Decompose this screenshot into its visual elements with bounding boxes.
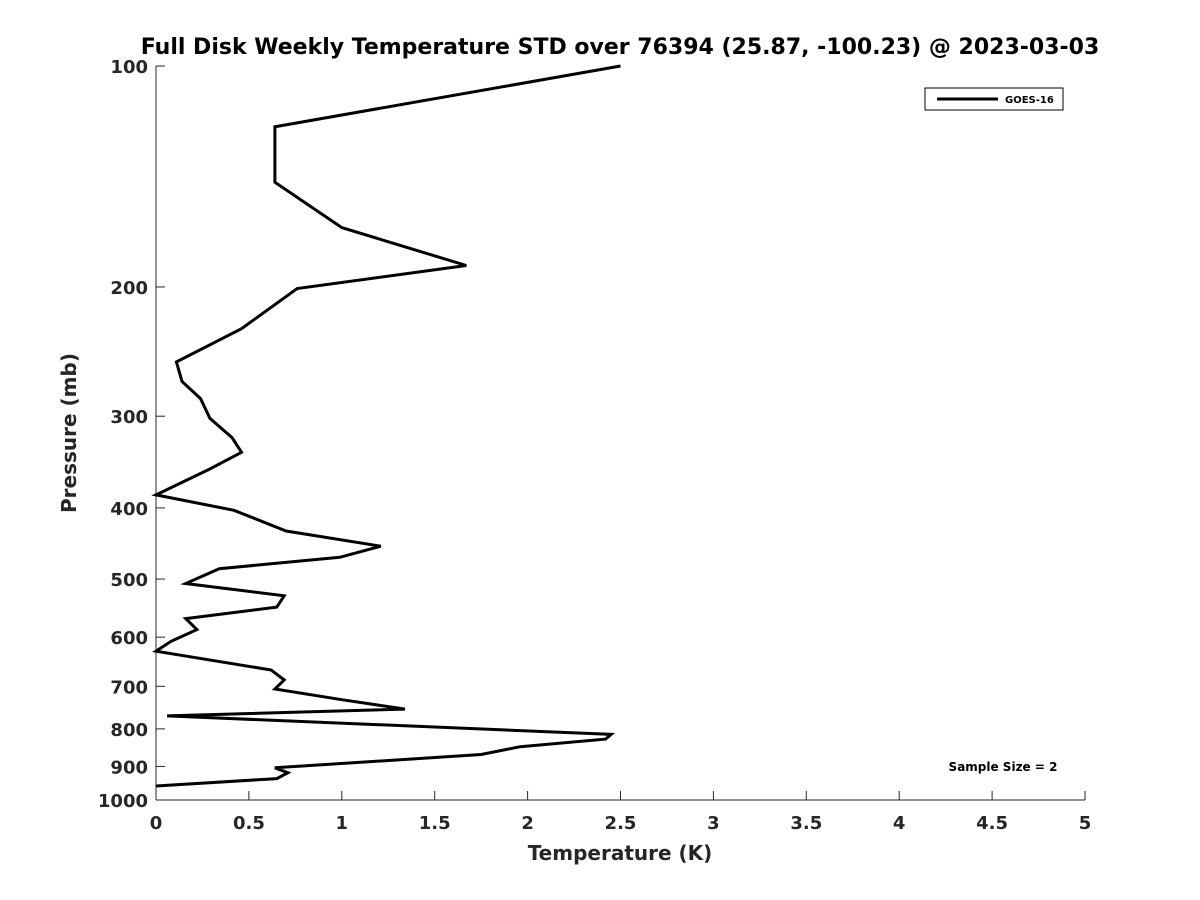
x-tick-label: 0.5 — [233, 813, 265, 834]
axes — [155, 66, 1085, 801]
y-tick-label: 800 — [110, 720, 148, 741]
y-tick-label: 1000 — [98, 791, 148, 812]
x-tick-label: 4.5 — [976, 813, 1008, 834]
y-axis-ticks: 100 200 300 400 500 600 700 800 900 1000 — [98, 57, 165, 812]
legend-entry-label: GOES-16 — [1005, 95, 1054, 106]
x-tick-label: 1 — [336, 813, 349, 834]
y-tick-label: 600 — [110, 628, 148, 649]
y-tick-label: 400 — [110, 499, 148, 520]
x-tick-label: 3.5 — [790, 813, 822, 834]
y-axis-label: Pressure (mb) — [57, 353, 81, 513]
x-axis-label: Temperature (K) — [528, 841, 713, 865]
x-tick-label: 4 — [893, 813, 906, 834]
y-tick-label: 100 — [110, 57, 148, 78]
series-line-goes-16 — [151, 64, 621, 788]
x-tick-label: 2.5 — [605, 813, 637, 834]
x-tick-label: 5 — [1079, 813, 1092, 834]
series-layer — [151, 64, 621, 788]
y-tick-label: 300 — [110, 407, 148, 428]
sample-size-annotation: Sample Size = 2 — [949, 760, 1058, 774]
x-tick-label: 3 — [707, 813, 720, 834]
x-tick-label: 1.5 — [419, 813, 451, 834]
x-tick-label: 0 — [150, 813, 163, 834]
y-tick-label: 900 — [110, 757, 148, 778]
y-tick-label: 500 — [110, 570, 148, 591]
legend: GOES-16 — [924, 87, 1064, 111]
x-tick-label: 2 — [521, 813, 534, 834]
chart-title: Full Disk Weekly Temperature STD over 76… — [141, 35, 1100, 60]
x-axis-ticks: 0 0.5 1 1.5 2 2.5 3 3.5 4 4.5 5 — [150, 791, 1092, 834]
y-tick-label: 200 — [110, 278, 148, 299]
y-tick-label: 700 — [110, 677, 148, 698]
